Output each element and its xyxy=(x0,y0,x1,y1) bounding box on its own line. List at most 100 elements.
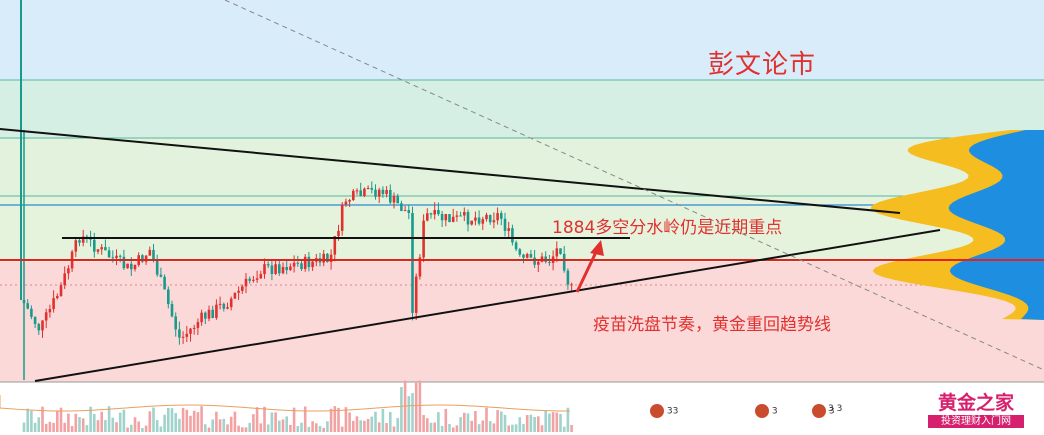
candle-body xyxy=(252,279,255,281)
candle-body xyxy=(459,215,462,217)
candle-body xyxy=(500,213,503,219)
volume-bar xyxy=(211,419,214,432)
logo-title: 黄金之家 xyxy=(937,392,1014,414)
candle-body xyxy=(296,262,300,264)
site-logo: 黄金之家 投资理财入门网 xyxy=(928,392,1024,428)
candle-body xyxy=(381,189,385,195)
volume-bar xyxy=(181,407,185,432)
volume-bar xyxy=(522,424,525,432)
volume-bar xyxy=(570,425,573,432)
candle-body xyxy=(448,214,451,223)
candle-body xyxy=(474,217,477,221)
volume-bar xyxy=(170,408,174,432)
volume-bar xyxy=(514,424,518,432)
volume-badge-3: 3 xyxy=(812,404,835,418)
volume-bar xyxy=(67,413,70,432)
candle-body xyxy=(326,253,329,262)
volume-badge-2: 3 xyxy=(755,404,778,418)
candle-body xyxy=(207,309,211,319)
volume-bar xyxy=(396,418,399,432)
volume-bar xyxy=(366,418,370,432)
volume-bar xyxy=(466,413,470,432)
volume-bar xyxy=(496,410,499,432)
candle-body xyxy=(414,276,418,313)
candle-body xyxy=(170,304,174,317)
volume-bar xyxy=(207,427,211,432)
candle-body xyxy=(329,254,333,262)
candle-body xyxy=(33,316,37,325)
candle-body xyxy=(56,296,59,299)
candle-body xyxy=(525,253,529,258)
candle-body xyxy=(455,215,459,217)
candle-body xyxy=(511,228,514,243)
volume-bar xyxy=(178,418,181,432)
candle-body xyxy=(59,285,63,297)
candle-body xyxy=(392,196,396,203)
volume-profile-blue xyxy=(948,130,1044,320)
volume-bar xyxy=(144,425,148,432)
candle-body xyxy=(274,264,277,274)
volume-bar xyxy=(122,409,126,432)
volume-bar xyxy=(292,407,296,432)
candle-body xyxy=(337,230,340,237)
candle-body xyxy=(322,253,325,263)
candle-body xyxy=(311,261,314,268)
candle-body xyxy=(496,213,499,221)
volume-bar xyxy=(562,426,566,432)
trend-lines xyxy=(0,0,1044,382)
volume-bar xyxy=(218,419,222,432)
badge-icon xyxy=(755,404,769,418)
zone-0 xyxy=(0,0,1044,80)
zone-3 xyxy=(0,196,1044,262)
candle-body xyxy=(93,239,96,252)
volume-bar xyxy=(363,420,366,432)
volume-bar xyxy=(30,410,33,432)
volume-bar xyxy=(333,406,337,432)
volume-bar xyxy=(56,410,59,432)
volume-bar xyxy=(285,416,288,432)
candle-body xyxy=(26,303,29,309)
ascending-trend-line xyxy=(34,229,941,382)
volume-bar xyxy=(241,427,244,432)
volume-bar xyxy=(281,419,285,432)
volume-bar xyxy=(300,422,303,432)
candle-body xyxy=(292,262,296,267)
volume-bar xyxy=(226,424,229,432)
volume-bar xyxy=(511,424,514,432)
volume-bar xyxy=(48,421,52,432)
candle-body xyxy=(437,209,440,215)
candle-body xyxy=(204,312,207,319)
volume-bar xyxy=(163,414,166,432)
candle-body xyxy=(507,228,510,231)
candle-body xyxy=(74,240,78,252)
candle-body xyxy=(289,266,292,271)
volume-bar xyxy=(37,417,41,432)
volume-bar xyxy=(307,426,311,432)
candle-body xyxy=(466,211,470,225)
candle-body xyxy=(244,278,248,287)
arrow-shaft xyxy=(575,249,599,293)
candle-body xyxy=(548,261,551,263)
volume-bar xyxy=(303,406,307,432)
volume-bar xyxy=(70,426,74,432)
candle-body xyxy=(196,322,200,328)
candle-body xyxy=(537,261,540,265)
candle-body xyxy=(155,259,159,275)
candle-body xyxy=(559,248,562,254)
volume-bar xyxy=(537,416,540,432)
volume-bar xyxy=(525,415,529,432)
volume-bar xyxy=(322,427,325,432)
volume-bar xyxy=(233,411,237,432)
volume-bar xyxy=(104,420,107,432)
candle-body xyxy=(141,255,144,262)
volume-bar xyxy=(422,415,425,432)
candle-body xyxy=(270,265,274,274)
candle-body xyxy=(37,324,41,331)
volume-bar xyxy=(385,423,388,432)
candle-body xyxy=(366,187,370,189)
volume-bar xyxy=(115,422,118,432)
volume-bar xyxy=(455,425,459,432)
